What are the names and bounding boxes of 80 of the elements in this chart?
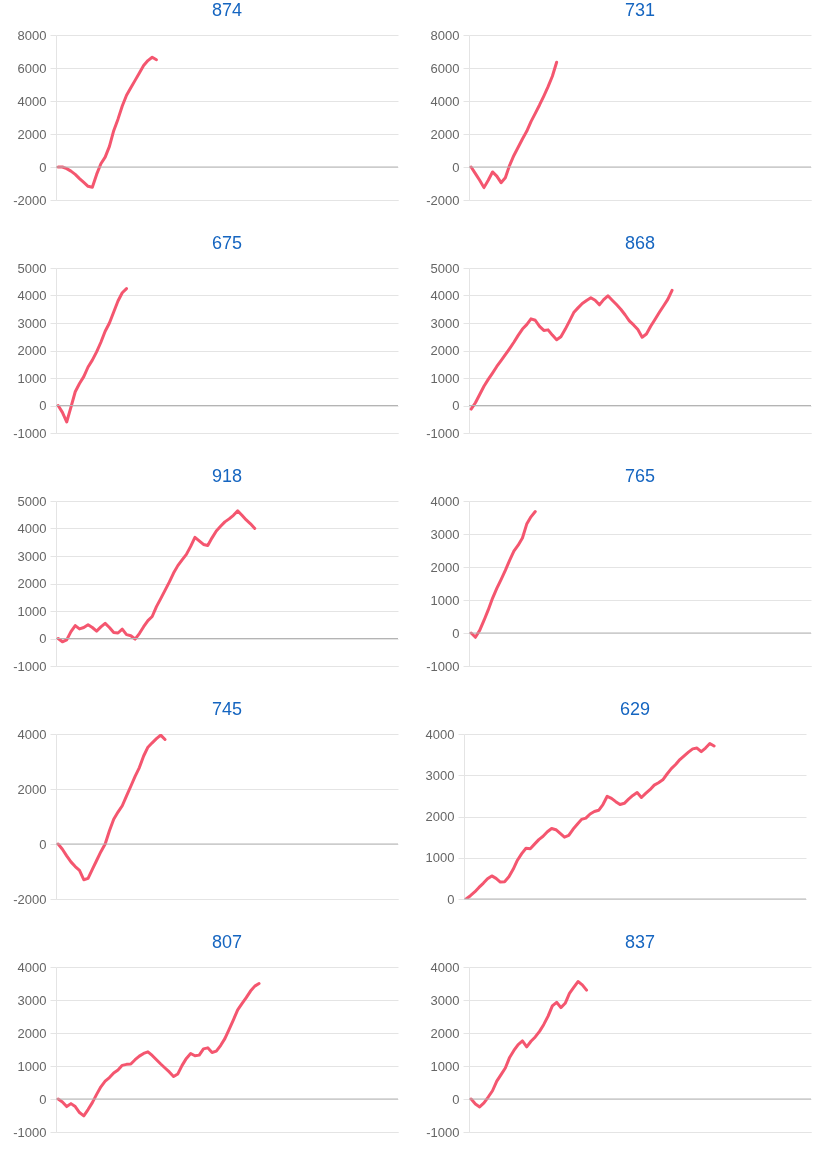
y-tick-label: 4000 <box>430 493 460 509</box>
y-tick-label: 0 <box>39 398 47 413</box>
y-tick-label: 8000 <box>17 27 47 43</box>
y-tick-label: 0 <box>39 631 47 646</box>
line-series <box>469 980 589 1109</box>
y-tick-label: 0 <box>452 625 460 641</box>
y-tick-label: -1000 <box>426 1124 460 1140</box>
y-tick-label: 4000 <box>430 93 460 109</box>
y-tick-label: 2000 <box>17 781 47 797</box>
y-tick-label: 2000 <box>17 576 47 591</box>
y-tick-label: 4000 <box>425 726 455 742</box>
chart-title: 807 <box>211 932 243 952</box>
line-series <box>469 60 559 190</box>
y-tick-label: 1000 <box>430 1058 460 1074</box>
y-tick-label: 0 <box>452 159 460 175</box>
y-tick-label: 5000 <box>17 493 47 509</box>
line-series <box>56 734 167 882</box>
line-series <box>469 510 537 639</box>
y-tick-label: 0 <box>39 836 47 852</box>
chart-title: 675 <box>211 233 243 253</box>
y-tick-label: 5000 <box>17 260 47 276</box>
y-tick-label: 2000 <box>430 559 460 575</box>
line-series <box>56 55 158 189</box>
y-tick-label: 4000 <box>17 521 47 536</box>
y-tick-label: -1000 <box>13 425 47 441</box>
y-tick-label: 2000 <box>17 1025 47 1041</box>
y-tick-label: 2000 <box>430 1025 460 1041</box>
y-tick-label: 4000 <box>17 93 47 109</box>
y-tick-label: 2000 <box>17 343 47 358</box>
y-tick-label: 6000 <box>430 60 460 76</box>
y-tick-label: 4000 <box>17 288 47 303</box>
chart-title: 629 <box>619 699 651 719</box>
y-tick-label: 8000 <box>430 27 460 43</box>
y-tick-label: 0 <box>452 398 460 413</box>
chart-title: 868 <box>624 233 656 253</box>
chart-title: 874 <box>211 0 243 20</box>
line-series <box>56 982 261 1118</box>
y-tick-label: 3000 <box>425 767 455 783</box>
y-tick-label: 1000 <box>425 850 455 866</box>
chart-title: 745 <box>211 699 243 719</box>
y-tick-label: 3000 <box>17 315 47 331</box>
line-series <box>469 288 674 411</box>
y-tick-label: 4000 <box>17 959 47 975</box>
y-tick-label: -2000 <box>426 192 460 208</box>
chart-title: 765 <box>624 466 656 486</box>
y-tick-label: -2000 <box>13 192 47 208</box>
y-tick-label: -2000 <box>13 891 47 907</box>
chart-title: 731 <box>624 0 656 20</box>
y-tick-label: 1000 <box>17 370 47 386</box>
line-series <box>56 287 129 424</box>
line-series <box>464 741 716 899</box>
y-tick-label: 0 <box>452 1091 460 1107</box>
y-tick-label: 5000 <box>430 260 460 276</box>
y-tick-label: 0 <box>39 159 47 175</box>
y-tick-label: -1000 <box>13 1124 47 1140</box>
chart-title: 918 <box>211 466 243 486</box>
y-tick-label: 1000 <box>430 370 460 386</box>
line-series <box>56 509 257 644</box>
y-tick-label: 3000 <box>17 992 47 1008</box>
y-tick-label: 0 <box>39 1091 47 1107</box>
y-tick-label: 2000 <box>430 126 460 142</box>
y-tick-label: 4000 <box>430 959 460 975</box>
y-tick-label: 3000 <box>17 548 47 564</box>
y-tick-label: 2000 <box>17 126 47 142</box>
y-tick-label: 3000 <box>430 992 460 1008</box>
y-tick-label: -1000 <box>426 658 460 674</box>
y-tick-label: 4000 <box>430 288 460 303</box>
y-tick-label: -1000 <box>13 658 47 674</box>
y-tick-label: 3000 <box>430 315 460 331</box>
y-tick-label: 1000 <box>17 603 47 619</box>
y-tick-label: 4000 <box>17 726 47 742</box>
y-tick-label: 6000 <box>17 60 47 76</box>
y-tick-label: 3000 <box>430 526 460 542</box>
y-tick-label: 0 <box>447 891 455 907</box>
y-tick-label: 1000 <box>430 592 460 608</box>
y-tick-label: 1000 <box>17 1058 47 1074</box>
y-tick-label: -1000 <box>426 425 460 441</box>
chart-title: 837 <box>624 932 656 952</box>
y-tick-label: 2000 <box>430 343 460 358</box>
y-tick-label: 2000 <box>425 809 455 824</box>
